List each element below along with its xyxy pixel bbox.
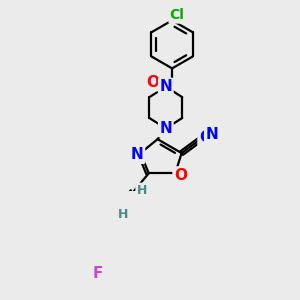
Text: O: O [147,75,160,90]
Text: H: H [118,208,128,221]
Text: N: N [206,127,218,142]
Text: H: H [136,184,147,197]
Text: O: O [174,168,187,183]
Text: Cl: Cl [170,8,184,22]
Text: F: F [92,266,103,281]
Text: C: C [199,130,210,146]
Text: N: N [131,148,144,163]
Text: N: N [159,79,172,94]
Text: N: N [159,121,172,136]
